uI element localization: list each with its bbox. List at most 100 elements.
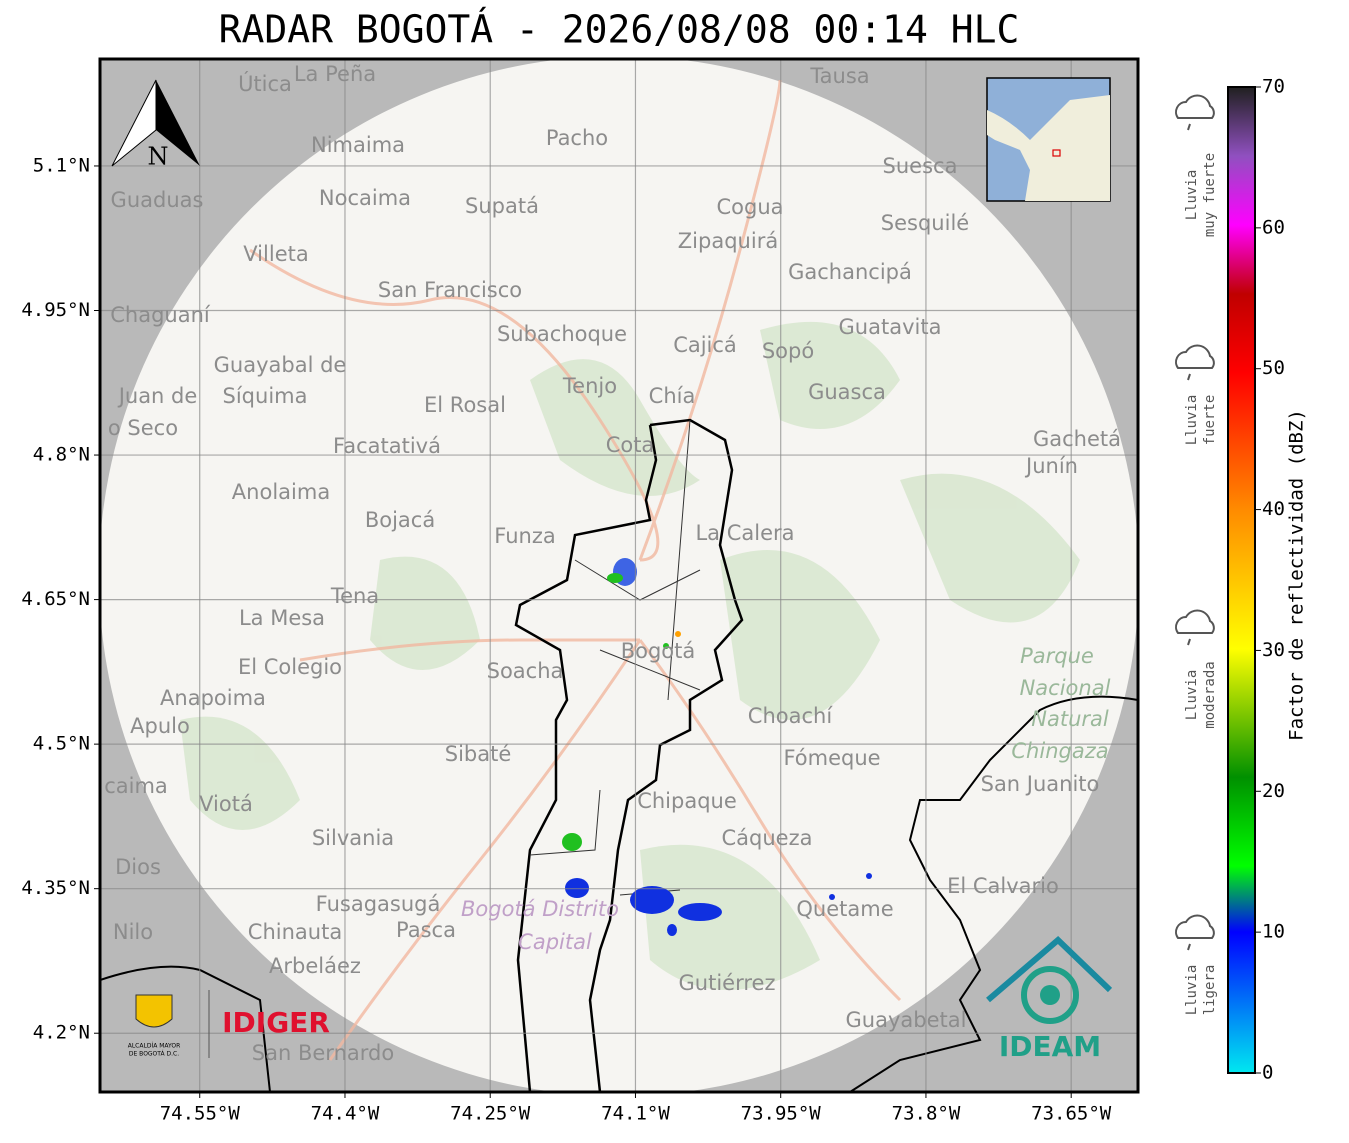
place-name: El Colegio <box>238 655 342 679</box>
place-name: Soacha <box>487 659 564 683</box>
district-name: Capital <box>518 930 592 954</box>
logo-text: ALCALDÍA MAYOR <box>128 1043 181 1050</box>
place-name: Bojacá <box>365 508 435 532</box>
cloud <box>1175 914 1215 939</box>
place-name: San Juanito <box>981 772 1100 796</box>
place-name: Anolaima <box>232 480 330 504</box>
y-tick-label: 4.8°N <box>33 444 90 466</box>
place-name: Apulo <box>130 714 190 738</box>
y-tick-label: 5.1°N <box>33 154 90 176</box>
rain-label: Lluvia <box>1184 965 1200 1016</box>
place-name: Facatativá <box>333 434 441 458</box>
place-name: Cajicá <box>673 333 737 357</box>
place-name: Chaguaní <box>110 303 211 327</box>
y-tick-label: 4.65°N <box>21 588 90 610</box>
x-tick-label: 74.4°W <box>311 1103 380 1125</box>
place-name: Subachoque <box>497 322 627 346</box>
colorbar <box>1227 86 1256 1074</box>
place-name: El Rosal <box>424 393 506 417</box>
place-name: Sopó <box>762 339 814 363</box>
y-tick-label: 4.5°N <box>33 733 90 755</box>
y-tick-label: 4.35°N <box>21 877 90 899</box>
place-name: Viotá <box>199 792 253 816</box>
radar-echoes <box>562 558 872 936</box>
drop <box>1187 373 1191 381</box>
map-frame <box>98 57 1140 1094</box>
place-name: Guayabal de <box>214 353 347 377</box>
cloud <box>1175 609 1215 634</box>
place-name: Tausa <box>809 64 869 88</box>
rain-label: moderada <box>1202 661 1218 728</box>
place-name: Chía <box>649 384 696 408</box>
place-name: Anapoima <box>160 686 266 710</box>
rain-icon <box>1175 609 1215 646</box>
place-name: Pacho <box>546 126 608 150</box>
place-name: Gachancipá <box>788 260 912 284</box>
park-name: Parque <box>1020 644 1094 668</box>
place-name: Cáqueza <box>722 826 813 850</box>
place-name: Juan de <box>117 384 198 408</box>
colorbar-tick-label: 0 <box>1262 1062 1273 1084</box>
place-name: Útica <box>238 71 292 96</box>
park-name: Chingaza <box>1011 739 1108 763</box>
place-name: Gachetá <box>1033 427 1121 451</box>
place-name: Fusagasugá <box>316 892 441 916</box>
logo-text: DE BOGOTÁ D.C. <box>129 1051 179 1058</box>
rain-label: muy fuerte <box>1202 153 1218 237</box>
place-name: Funza <box>494 524 555 548</box>
place-name: Tena <box>330 584 379 608</box>
place-name: Cota <box>606 433 655 457</box>
rain-label: Lluvia <box>1184 395 1200 446</box>
place-name: Nimaima <box>311 133 405 157</box>
park-name: Nacional <box>1020 676 1111 700</box>
place-name: Chipaque <box>637 789 737 813</box>
place-name: Guayabetal <box>846 1008 967 1032</box>
cloud <box>1175 344 1215 369</box>
place-name: Arbeláez <box>269 954 361 978</box>
colorbar-label: Factor de reflectividad (dBZ) <box>1286 409 1308 741</box>
district-name: Bogotá Distrito <box>461 897 619 921</box>
colorbar-tick-label: 10 <box>1262 921 1285 943</box>
place-name: Villeta <box>243 242 308 266</box>
ideam-logo: IDEAM <box>986 935 1113 1063</box>
colorbar-tick-label: 60 <box>1262 216 1285 238</box>
place-name: Quetame <box>796 897 893 921</box>
north-arrow: N <box>111 79 200 171</box>
x-tick-label: 74.55°W <box>160 1103 241 1125</box>
logo-text: IDIGER <box>222 1006 330 1039</box>
place-name: Junín <box>1024 454 1078 478</box>
cloud <box>1175 94 1215 119</box>
place-name: Guaduas <box>111 188 204 212</box>
place-name: Choachí <box>748 704 834 728</box>
place-name: Nocaima <box>319 186 411 210</box>
drop <box>1187 123 1191 131</box>
rain-label: ligera <box>1202 965 1218 1016</box>
place-name: El Calvario <box>947 874 1059 898</box>
north-label: N <box>148 143 169 171</box>
place-name: Sibaté <box>445 742 512 766</box>
place-name: San Bernardo <box>252 1041 394 1065</box>
drop <box>1187 943 1191 951</box>
title: RADAR BOGOTÁ - 2026/08/08 00:14 HLC <box>219 8 1020 52</box>
x-tick-label: 74.1°W <box>601 1103 670 1125</box>
rain-label: Lluvia <box>1184 170 1200 221</box>
place-name: La Calera <box>695 521 794 545</box>
y-tick-label: 4.2°N <box>33 1022 90 1044</box>
place-name: Gutiérrez <box>679 971 776 995</box>
colorbar-tick-label: 70 <box>1262 76 1285 98</box>
place-name: Suesca <box>883 154 958 178</box>
place-name: La Peña <box>294 62 376 86</box>
place-name: Sesquilé <box>881 211 969 235</box>
rain-label: fuerte <box>1202 395 1218 446</box>
place-name: Cogua <box>716 195 783 219</box>
rain-label: Lluvia <box>1184 670 1200 721</box>
x-tick-label: 73.65°W <box>1031 1103 1112 1125</box>
place-name: Pasca <box>396 918 456 942</box>
inset-map <box>986 77 1111 202</box>
place-name: Guatavita <box>839 315 942 339</box>
x-tick-label: 73.95°W <box>741 1103 822 1125</box>
place-name: San Francisco <box>378 278 522 302</box>
place-name: Fómeque <box>783 746 880 770</box>
park-name: Natural <box>1031 707 1109 731</box>
place-name: Dios <box>115 855 161 879</box>
